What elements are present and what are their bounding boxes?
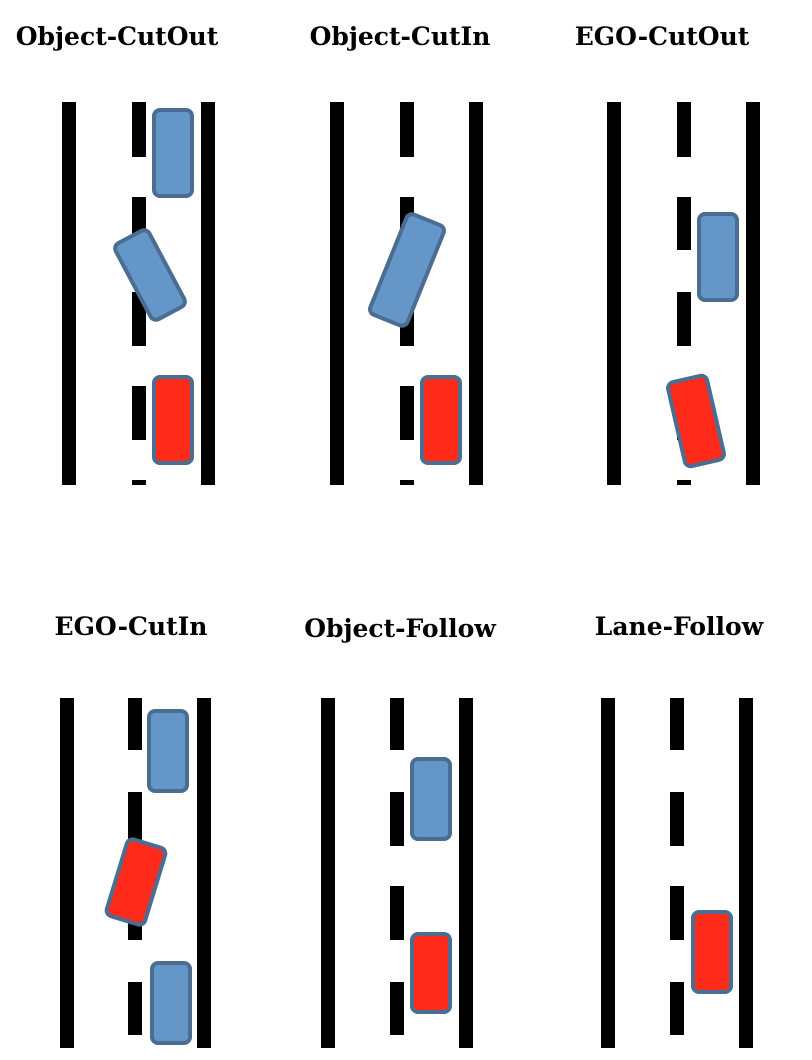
lane-divider-dash xyxy=(390,792,404,846)
lane-divider-dash xyxy=(677,480,691,485)
road-edge-right xyxy=(197,698,211,1048)
lane-divider-dash xyxy=(390,982,404,1035)
title-object-follow: Object-Follow xyxy=(304,614,496,643)
lane-divider-dash xyxy=(677,292,691,346)
ego-car xyxy=(410,932,452,1014)
ego-car xyxy=(420,375,462,465)
lane-divider-dash xyxy=(132,480,146,485)
lane-divider-dash xyxy=(132,102,146,157)
lane-divider-dash xyxy=(677,102,691,157)
object-car xyxy=(147,709,189,793)
lane-divider-dash xyxy=(670,886,684,940)
road-edge-left xyxy=(321,698,335,1048)
road-edge-left xyxy=(60,698,74,1048)
lane-divider-dash xyxy=(677,197,691,250)
object-car xyxy=(152,108,194,198)
title-ego-cutin: EGO-CutIn xyxy=(54,612,208,641)
road-edge-right xyxy=(469,102,483,485)
road-edge-right xyxy=(746,102,760,485)
ego-car xyxy=(666,373,726,469)
object-car xyxy=(410,757,452,841)
lane-divider-dash xyxy=(128,698,142,750)
lane-divider-dash xyxy=(128,792,142,846)
lane-divider-dash xyxy=(132,386,146,440)
ego-car xyxy=(152,375,194,465)
ego-car xyxy=(691,910,733,994)
lane-divider-dash xyxy=(390,698,404,750)
lane-divider-dash xyxy=(400,480,414,485)
road-edge-left xyxy=(330,102,344,485)
object-car xyxy=(368,212,446,328)
title-object-cutin: Object-CutIn xyxy=(309,22,491,51)
lane-divider-dash xyxy=(670,982,684,1035)
road-edge-left xyxy=(607,102,621,485)
object-car xyxy=(697,212,739,302)
lane-divider-dash xyxy=(390,886,404,940)
road-edge-right xyxy=(739,698,753,1048)
title-ego-cutout: EGO-CutOut xyxy=(574,22,750,51)
road-edge-left xyxy=(62,102,76,485)
object-car xyxy=(113,228,187,322)
road-edge-left xyxy=(601,698,615,1048)
lane-divider-dash xyxy=(670,792,684,846)
road-edge-right xyxy=(459,698,473,1048)
title-lane-follow: Lane-Follow xyxy=(594,612,764,641)
title-object-cutout: Object-CutOut xyxy=(15,22,219,51)
ego-car xyxy=(104,837,168,927)
lane-divider-dash xyxy=(400,386,414,440)
road-edge-right xyxy=(201,102,215,485)
lane-divider-dash xyxy=(400,102,414,157)
lane-divider-dash xyxy=(670,698,684,750)
lane-divider-dash xyxy=(128,982,142,1035)
object-car xyxy=(150,961,192,1045)
